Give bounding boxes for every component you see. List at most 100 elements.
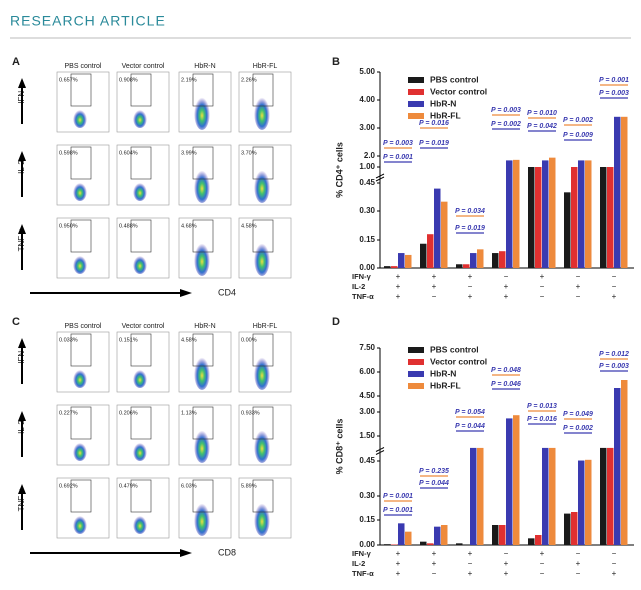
gate	[130, 73, 152, 107]
column-header: HbR-N	[194, 323, 215, 330]
bar	[549, 447, 556, 545]
column-header: Vector control	[122, 323, 165, 330]
bar	[499, 525, 506, 545]
bar	[384, 266, 391, 268]
density-blob	[73, 108, 87, 128]
y-tick-label: 3.00	[359, 123, 375, 132]
bar	[578, 160, 585, 268]
p-value: P = 0.046	[491, 381, 521, 388]
bar	[427, 543, 434, 545]
panel-label: B	[332, 56, 340, 68]
condition-sign: +	[612, 292, 617, 301]
condition-sign: +	[396, 282, 401, 291]
y-tick-label: 0.30	[359, 206, 375, 215]
bar	[420, 541, 427, 545]
density-blob	[194, 427, 210, 463]
p-value: P = 0.001	[383, 154, 413, 161]
condition-sign: −	[504, 272, 509, 281]
panel-label: A	[12, 56, 20, 68]
condition-label: TNF-α	[352, 569, 374, 578]
gate-percent: 3.99%	[181, 150, 197, 156]
bar	[441, 201, 448, 268]
density-blob	[254, 427, 270, 463]
y-tick-label: 4.50	[359, 391, 375, 400]
density-blob	[254, 354, 270, 390]
legend-swatch	[408, 77, 424, 83]
y-tick-label: 3.00	[359, 407, 375, 416]
bar	[585, 160, 592, 268]
gate-percent: 4.58%	[181, 337, 197, 343]
gate-percent: 0.488%	[119, 223, 138, 229]
bar	[405, 531, 412, 545]
marker-arrowhead	[18, 411, 26, 421]
y-tick-label: 0.45	[359, 456, 375, 465]
p-value: P = 0.049	[563, 411, 593, 418]
y-tick-label: 0.00	[359, 540, 375, 549]
condition-sign: −	[504, 549, 509, 558]
p-value: P = 0.001	[599, 77, 629, 84]
p-value: P = 0.054	[455, 409, 485, 416]
y-tick-label: 0.45	[359, 178, 375, 187]
bar	[535, 535, 542, 545]
marker-arrowhead	[18, 338, 26, 348]
bar	[420, 243, 427, 268]
bar	[477, 249, 484, 268]
bar	[564, 192, 571, 268]
gate-percent: 0.151%	[119, 337, 138, 343]
bar	[614, 388, 621, 545]
p-value: P = 0.048	[491, 367, 521, 374]
p-value: P = 0.012	[599, 351, 629, 358]
gate-percent: 0.692%	[59, 483, 78, 489]
bar	[571, 512, 578, 545]
legend-label: Vector control	[430, 86, 487, 96]
condition-sign: +	[396, 549, 401, 558]
bar	[621, 380, 628, 545]
density-blob	[254, 500, 270, 536]
bar	[528, 167, 535, 268]
gate-percent: 0.033%	[59, 337, 78, 343]
gate-percent: 3.70%	[241, 150, 257, 156]
legend-label: HbR-N	[430, 368, 456, 378]
gate	[130, 333, 152, 367]
condition-sign: +	[396, 559, 401, 568]
y-tick-label: 0.30	[359, 491, 375, 500]
x-arrowhead	[180, 289, 192, 297]
bar	[578, 460, 585, 545]
condition-sign: −	[468, 559, 473, 568]
condition-sign: +	[504, 282, 509, 291]
gate	[130, 219, 152, 253]
condition-sign: +	[504, 559, 509, 568]
density-blob	[194, 500, 210, 536]
marker-arrowhead	[18, 78, 26, 88]
bar	[391, 544, 398, 545]
y-tick-label: 4.00	[359, 95, 375, 104]
bar	[506, 160, 513, 268]
bar	[600, 447, 607, 545]
y-tick-label: 1.00	[359, 162, 375, 171]
p-value: P = 0.003	[491, 107, 521, 114]
density-blob	[73, 441, 87, 461]
condition-sign: +	[396, 569, 401, 578]
column-header: HbR-FL	[253, 323, 278, 330]
gate	[70, 73, 92, 107]
p-value: P = 0.034	[455, 208, 485, 215]
marker-arrowhead	[18, 484, 26, 494]
gate	[252, 219, 274, 253]
panel-label: D	[332, 316, 340, 328]
gate-percent: 0.950%	[59, 223, 78, 229]
gate	[192, 219, 214, 253]
density-blob	[194, 167, 210, 203]
bar	[600, 167, 607, 268]
p-value: P = 0.042	[527, 123, 557, 130]
condition-sign: −	[612, 272, 617, 281]
density-blob	[73, 181, 87, 201]
p-value: P = 0.003	[599, 363, 629, 370]
bar	[549, 157, 556, 268]
bar	[564, 513, 571, 545]
gate-percent: 4.58%	[241, 223, 257, 229]
column-header: HbR-FL	[253, 63, 278, 70]
p-value: P = 0.019	[419, 140, 449, 147]
bar	[542, 160, 549, 268]
density-blob	[133, 181, 147, 201]
